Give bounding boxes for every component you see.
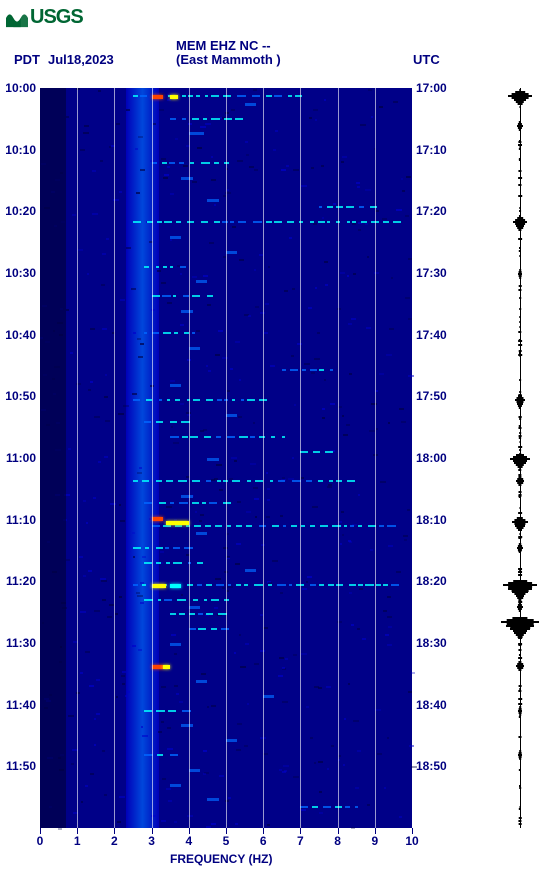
y-tick-right: 17:40 <box>416 328 447 342</box>
gridline <box>263 88 264 828</box>
y-tick-right: 18:30 <box>416 636 447 650</box>
y-tick-left: 11:10 <box>0 513 36 527</box>
x-tick: 8 <box>334 834 341 848</box>
y-tick-right: 17:20 <box>416 204 447 218</box>
gridline <box>189 88 190 828</box>
y-tick-left: 11:40 <box>0 698 36 712</box>
x-tick: 2 <box>111 834 118 848</box>
gridline <box>226 88 227 828</box>
y-tick-left: 11:30 <box>0 636 36 650</box>
gridline <box>114 88 115 828</box>
header-date: Jul18,2023 <box>48 52 114 67</box>
timezone-left: PDT <box>14 52 40 67</box>
header-location: (East Mammoth ) <box>176 52 281 67</box>
logo-text: USGS <box>30 6 83 29</box>
header-station: MEM EHZ NC -- <box>176 38 271 53</box>
y-tick-right: 18:50 <box>416 759 447 773</box>
y-tick-left: 10:00 <box>0 81 36 95</box>
seismogram-trace <box>500 88 540 828</box>
x-axis-label: FREQUENCY (HZ) <box>170 852 272 866</box>
x-tick: 5 <box>223 834 230 848</box>
x-tick: 10 <box>405 834 418 848</box>
y-tick-right: 18:40 <box>416 698 447 712</box>
gridline <box>300 88 301 828</box>
y-tick-right: 18:20 <box>416 574 447 588</box>
y-tick-right: 17:50 <box>416 389 447 403</box>
y-tick-left: 11:20 <box>0 574 36 588</box>
x-tick: 4 <box>185 834 192 848</box>
x-tick: 3 <box>148 834 155 848</box>
usgs-logo: USGS <box>6 6 83 29</box>
x-tick: 1 <box>74 834 81 848</box>
timezone-right: UTC <box>413 52 440 67</box>
x-tick: 0 <box>37 834 44 848</box>
gridline <box>338 88 339 828</box>
y-tick-right: 18:00 <box>416 451 447 465</box>
spectrogram-plot <box>40 88 412 828</box>
gridline <box>375 88 376 828</box>
x-tick: 7 <box>297 834 304 848</box>
y-tick-left: 11:00 <box>0 451 36 465</box>
gridline <box>77 88 78 828</box>
y-tick-right: 17:10 <box>416 143 447 157</box>
y-tick-left: 10:10 <box>0 143 36 157</box>
y-tick-left: 10:20 <box>0 204 36 218</box>
y-tick-left: 10:30 <box>0 266 36 280</box>
gridline <box>152 88 153 828</box>
y-tick-left: 10:40 <box>0 328 36 342</box>
y-tick-right: 18:10 <box>416 513 447 527</box>
y-tick-right: 17:30 <box>416 266 447 280</box>
y-tick-left: 10:50 <box>0 389 36 403</box>
x-tick: 9 <box>371 834 378 848</box>
y-tick-right: 17:00 <box>416 81 447 95</box>
x-tick: 6 <box>260 834 267 848</box>
y-tick-left: 11:50 <box>0 759 36 773</box>
